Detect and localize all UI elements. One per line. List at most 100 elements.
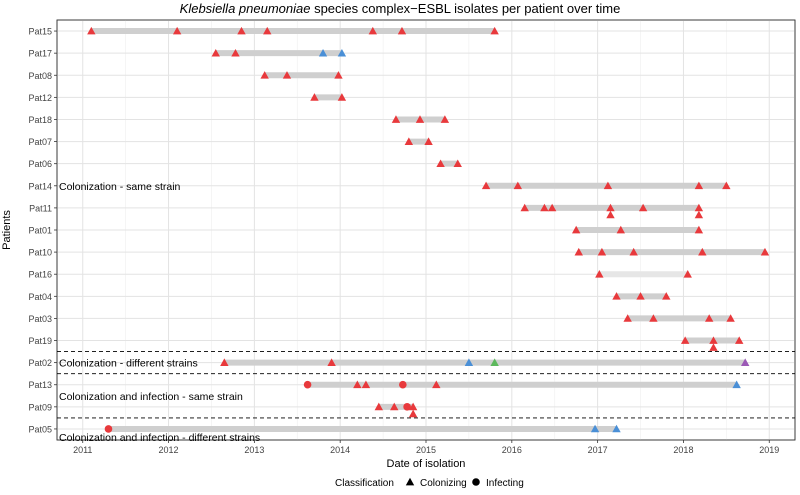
- colonizing-point: [337, 48, 347, 57]
- infecting-point: [104, 425, 113, 433]
- colonizing-point: [709, 343, 718, 351]
- colonizing-point: [424, 137, 433, 145]
- colonizing-point: [87, 26, 96, 35]
- colonizing-point: [282, 71, 292, 79]
- colonizing-point: [211, 48, 220, 57]
- colonizing-point: [464, 358, 474, 366]
- x-tick-label: 2019: [759, 445, 779, 455]
- y-tick-label: Pat19: [28, 336, 52, 346]
- colonizing-point: [683, 270, 692, 278]
- colonizing-point: [606, 203, 615, 212]
- x-tick-label: 2017: [588, 445, 608, 455]
- group-label: Colonization - same strain: [59, 181, 181, 193]
- colonizing-point: [172, 26, 182, 35]
- colonizing-point: [606, 210, 615, 219]
- colonizing-point: [649, 314, 658, 322]
- colonizing-point: [694, 210, 704, 219]
- colonizing-point: [735, 336, 744, 344]
- colonizing-point: [334, 71, 343, 79]
- y-tick-label: Pat09: [28, 402, 52, 412]
- colonizing-point: [595, 270, 604, 278]
- y-tick-label: Pat06: [28, 159, 52, 169]
- colonizing-point: [327, 358, 336, 366]
- colonizing-point: [616, 225, 625, 234]
- colonizing-point: [520, 203, 529, 212]
- colonizing-point: [680, 336, 690, 344]
- y-tick-label: Pat15: [28, 27, 52, 37]
- x-tick-label: 2018: [673, 445, 693, 455]
- y-tick-label: Pat03: [28, 314, 52, 324]
- x-tick-label: 2014: [330, 445, 350, 455]
- y-tick-label: Pat14: [28, 181, 52, 191]
- colonizing-point: [612, 424, 621, 433]
- colonizing-point: [694, 225, 704, 234]
- infecting-point: [399, 380, 407, 389]
- colonizing-point: [353, 380, 362, 389]
- colonizing-point: [741, 358, 750, 366]
- colonizing-point: [636, 292, 645, 300]
- x-tick-label: 2015: [416, 445, 436, 455]
- colonizing-point: [220, 358, 229, 366]
- colonizing-point: [540, 203, 549, 212]
- colonizing-point: [603, 181, 613, 190]
- colonizing-point: [397, 26, 407, 35]
- colonizing-point: [709, 336, 718, 344]
- colonizing-point: [310, 93, 319, 101]
- x-axis-title: Date of isolation: [387, 458, 466, 470]
- y-tick-label: Pat11: [29, 203, 52, 213]
- legend-title: Classification: [335, 478, 394, 489]
- colonizing-point: [408, 409, 418, 418]
- colonizing-point: [260, 71, 269, 79]
- colonizing-point: [390, 402, 399, 411]
- colonizing-point: [368, 26, 377, 35]
- colonizing-point: [571, 225, 581, 234]
- colonizing-point: [760, 247, 770, 256]
- colonizing-point: [263, 26, 272, 35]
- colonizing-point: [629, 247, 638, 256]
- colonizing-point: [361, 380, 371, 389]
- colonizing-point: [436, 159, 445, 168]
- legend-label-infecting: Infecting: [486, 478, 524, 489]
- y-tick-label: Pat02: [28, 358, 52, 368]
- colonizing-point: [726, 314, 735, 322]
- colonizing-point: [590, 424, 600, 433]
- y-axis-title: Patients: [1, 210, 13, 250]
- y-tick-label: Pat08: [28, 71, 52, 81]
- x-tick-label: 2016: [502, 445, 522, 455]
- colonizing-point: [662, 292, 671, 300]
- colonizing-point: [337, 93, 347, 101]
- y-tick-label: Pat12: [28, 93, 52, 103]
- colonizing-point: [694, 203, 704, 212]
- y-tick-label: Pat10: [28, 248, 52, 258]
- group-label: Colonization - different strains: [59, 358, 198, 370]
- y-tick-label: Pat18: [28, 115, 52, 125]
- y-tick-label: Pat16: [28, 270, 52, 280]
- legend-triangle-icon: [405, 477, 415, 486]
- colonizing-point: [623, 314, 632, 322]
- colonizing-point: [547, 203, 557, 212]
- colonizing-point: [704, 314, 714, 322]
- colonizing-point: [481, 181, 491, 190]
- colonizing-point: [638, 203, 648, 212]
- chart-title: Klebsiella pneumoniae species complex−ES…: [0, 1, 800, 16]
- colonizing-point: [722, 181, 731, 190]
- y-tick-label: Pat07: [28, 137, 52, 147]
- colonizing-point: [612, 292, 621, 300]
- colonizing-point: [318, 48, 328, 57]
- legend-label-colonizing: Colonizing: [420, 478, 467, 489]
- legend-circle-icon: [472, 478, 480, 486]
- colonizing-point: [432, 380, 441, 389]
- colonizing-point: [698, 247, 707, 256]
- colonizing-point: [374, 402, 384, 411]
- colonizing-point: [440, 115, 450, 123]
- colonizing-point: [513, 181, 523, 190]
- x-tick-label: 2012: [159, 445, 179, 455]
- infecting-point: [303, 380, 312, 389]
- colonizing-point: [694, 181, 704, 190]
- group-label: Colonization and infection - different s…: [59, 432, 260, 444]
- infecting-point: [403, 403, 411, 411]
- y-tick-label: Pat17: [28, 49, 52, 59]
- colonizing-point: [597, 247, 607, 256]
- colonizing-point: [231, 48, 240, 57]
